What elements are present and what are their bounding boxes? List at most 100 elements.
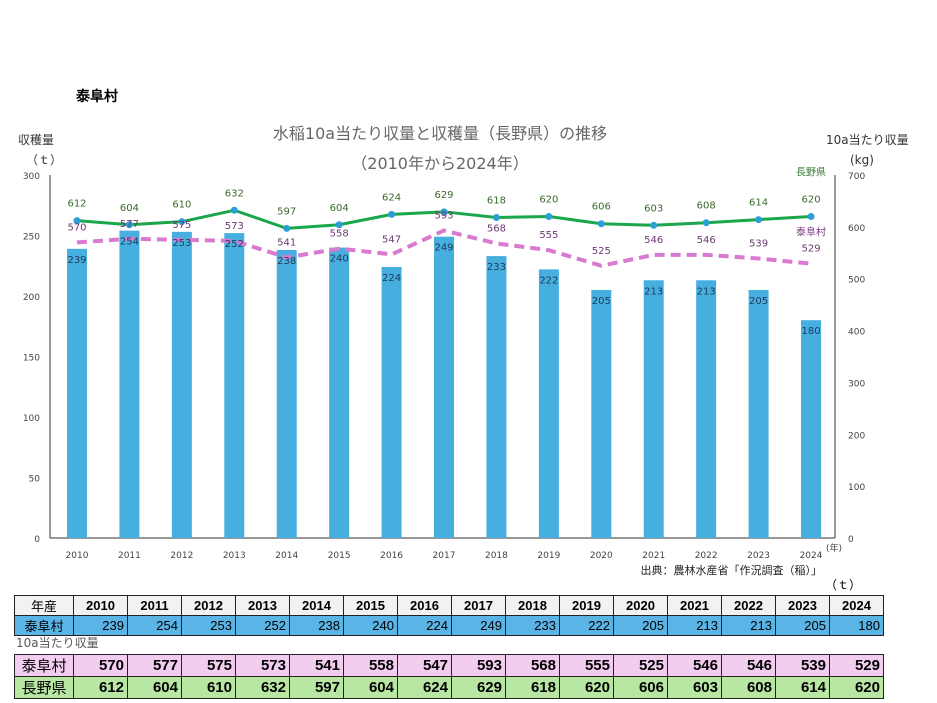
bar-data-label: 233 [487,262,506,273]
x-tick-label: 2014 [275,551,298,561]
page-title: 泰阜村 [76,89,118,105]
right-tick-label: 0 [848,535,854,545]
x-tick-label: 2016 [380,551,403,561]
table-unit: （ｔ） [825,578,862,592]
chart: 水稲10a当たり収量と収穫量（長野県）の推移 （2010年から2024年） 収穫量 （… [18,124,909,577]
line-marker [335,221,343,229]
yasuoka-yield-cell: 575 [181,654,236,677]
nagano-data-label: 612 [67,199,86,210]
nagano-yield-cell: 597 [289,676,344,699]
yasuoka-data-label: 539 [749,238,768,249]
line-marker [492,214,500,222]
series-name: 長野県 [796,166,826,178]
bar [171,231,192,538]
yasuoka-yield-cell: 546 [721,654,776,677]
harvest-cell: 254 [127,615,182,636]
chart-title: 水稲10a当たり収量と収穫量（長野県）の推移 [273,124,607,143]
left-tick-label: 150 [23,354,40,364]
harvest-cell: 180 [829,615,884,636]
bar [119,230,140,538]
harvest-cell: 240 [343,615,398,636]
source-note: 出典：農林水産省「作況調査（稲）」 [641,563,823,577]
nagano-yield-cell: 620 [829,676,884,699]
nagano-yield-cell: 624 [397,676,452,699]
yasuoka-data-label: 575 [172,220,191,231]
chart-subtitle: （2010年から2024年） [351,154,528,173]
nagano-data-label: 603 [644,203,663,214]
yasuoka-yield-cell: 541 [289,654,344,677]
yield-table: 泰阜村 570 577 575 573 541 558 547 593 568 555 525 546 5… [14,654,884,699]
right-tick-label: 400 [848,328,865,338]
nagano-yield-cell: 603 [667,676,722,699]
bar-data-label: 249 [434,243,453,254]
bar [381,266,402,538]
nagano-yield-cell: 606 [613,676,668,699]
line-marker [807,212,815,220]
year-cell: 2014 [289,595,344,616]
line-marker [440,208,448,216]
x-tick-label: 2011 [118,551,141,561]
row-label: 泰阜村 [14,615,74,636]
bar-data-label: 213 [644,286,663,297]
line-marker [125,221,133,229]
bar [696,280,717,538]
nagano-yield-cell: 610 [181,676,236,699]
nagano-data-label: 608 [697,201,716,212]
left-tick-label: 200 [23,293,40,303]
right-tick-label: 300 [848,379,865,389]
x-tick-label: 2015 [328,551,351,561]
harvest-cell: 249 [451,615,506,636]
left-tick-label: 0 [34,535,40,545]
x-tick-label: 2017 [433,551,456,561]
bar-data-label: 224 [382,273,401,284]
yasuoka-yield-cell: 547 [397,654,452,677]
yasuoka-data-label: 529 [801,244,820,255]
bar [329,247,350,538]
nagano-data-label: 606 [592,202,611,213]
bar-data-label: 253 [172,238,191,249]
x-tick-label: 2019 [537,551,560,561]
harvest-cell: 224 [397,615,452,636]
harvest-cell: 222 [559,615,614,636]
bar [434,236,455,538]
nagano-data-label: 614 [749,198,768,209]
line-marker [230,206,238,214]
year-cell: 2011 [127,595,182,616]
nagano-data-label: 604 [120,203,139,214]
nagano-yield-cell: 618 [505,676,560,699]
line-marker [73,217,81,225]
yasuoka-data-label: 525 [592,246,611,257]
year-cell: 2010 [73,595,128,616]
right-tick-label: 600 [848,224,865,234]
nagano-yield-cell: 604 [127,676,182,699]
left-tick-label: 50 [29,475,41,485]
yasuoka-data-label: 577 [120,219,139,230]
year-cell: 2017 [451,595,506,616]
line-marker [597,220,605,228]
yasuoka-yield-cell: 577 [127,654,182,677]
year-cell: 2012 [181,595,236,616]
harvest-cell: 205 [775,615,830,636]
bar-data-label: 180 [801,326,820,337]
bar-data-label: 252 [225,239,244,250]
yasuoka-data-label: 546 [697,235,716,246]
year-cell: 2016 [397,595,452,616]
x-tick-label: 2023 [747,551,770,561]
yasuoka-data-label: 558 [330,229,349,240]
harvest-cell: 213 [667,615,722,636]
x-axis-unit: (年) [826,542,842,554]
left-axis-unit: （ｔ） [26,153,62,167]
x-tick-label: 2013 [223,551,246,561]
year-cell: 2023 [775,595,830,616]
bar [486,256,507,538]
right-axis-label: 10a当たり収量 [826,133,909,147]
row-label: 泰阜村 [14,654,74,677]
harvest-cell: 239 [73,615,128,636]
x-tick-label: 2024 [800,551,823,561]
right-tick-label: 100 [848,483,865,493]
yasuoka-data-label: 555 [539,230,558,241]
harvest-cell: 233 [505,615,560,636]
nagano-data-label: 620 [539,194,558,205]
right-tick-label: 200 [848,431,865,441]
